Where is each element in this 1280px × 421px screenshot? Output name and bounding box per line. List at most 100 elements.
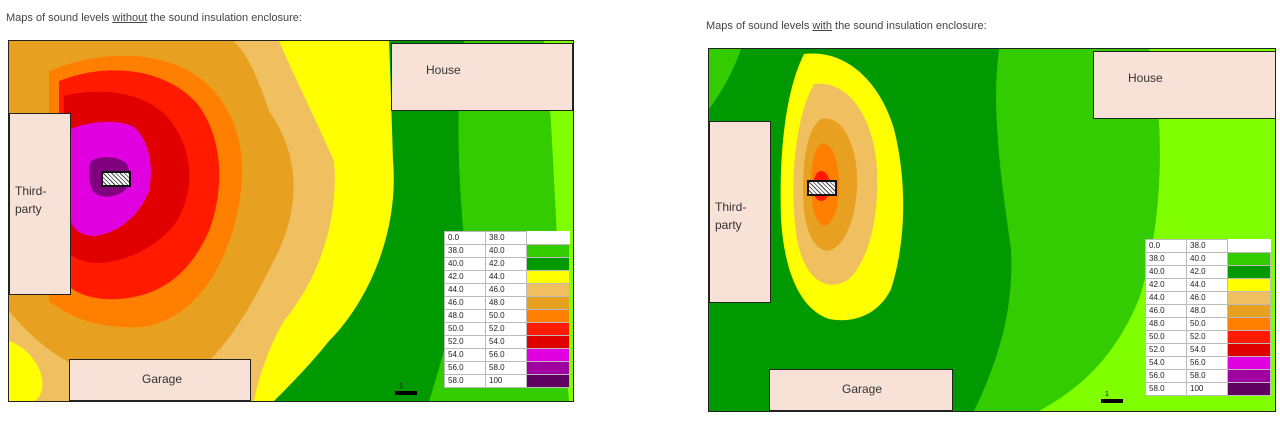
right-caption-emphasis: with	[812, 20, 832, 32]
legend-to-value: 58.0	[485, 361, 527, 375]
legend-from-value: 0.0	[444, 231, 486, 245]
legend-row: 40.0 42.0	[1145, 265, 1271, 279]
legend-color-swatch	[1227, 356, 1271, 370]
noise-source-marker	[807, 180, 837, 196]
legend-to-value: 48.0	[1186, 304, 1228, 318]
sound-level-legend: 0.0 38.0 38.0 40.0 40.0 42.0 42.0 44.0 44.0 46.0 4…	[1145, 239, 1271, 396]
legend-from-value: 38.0	[444, 244, 486, 258]
legend-to-value: 42.0	[1186, 265, 1228, 279]
left-caption-text: Maps of sound levels	[6, 12, 113, 24]
legend-row: 50.0 52.0	[444, 322, 570, 336]
right-zone-44-46-left	[709, 49, 741, 109]
legend-to-value: 56.0	[485, 348, 527, 362]
legend-from-value: 40.0	[1145, 265, 1187, 279]
legend-to-value: 38.0	[485, 231, 527, 245]
legend-to-value: 46.0	[1186, 291, 1228, 305]
left-caption: Maps of sound levels without the sound i…	[6, 12, 302, 24]
sound-level-legend: 0.0 38.0 38.0 40.0 40.0 42.0 42.0 44.0 44.0 46.0 4…	[444, 231, 570, 388]
legend-color-swatch	[1227, 265, 1271, 279]
legend-color-swatch	[1227, 369, 1271, 383]
legend-to-value: 52.0	[485, 322, 527, 336]
legend-row: 50.0 52.0	[1145, 330, 1271, 344]
legend-to-value: 48.0	[485, 296, 527, 310]
legend-to-value: 54.0	[485, 335, 527, 349]
legend-row: 52.0 54.0	[1145, 343, 1271, 357]
legend-from-value: 42.0	[1145, 278, 1187, 292]
legend-row: 42.0 44.0	[444, 270, 570, 284]
scale-label: 1	[399, 383, 403, 390]
legend-color-swatch	[1227, 304, 1271, 318]
legend-from-value: 38.0	[1145, 252, 1187, 266]
legend-from-value: 54.0	[1145, 356, 1187, 370]
legend-to-value: 46.0	[485, 283, 527, 297]
right-caption-text-end: the sound insulation enclosure:	[831, 20, 987, 32]
legend-to-value: 40.0	[485, 244, 527, 258]
legend-to-value: 56.0	[1186, 356, 1228, 370]
garage-label: Garage	[842, 382, 883, 396]
legend-from-value: 52.0	[444, 335, 486, 349]
legend-row: 38.0 40.0	[1145, 252, 1271, 266]
legend-color-swatch	[526, 231, 570, 245]
legend-to-value: 50.0	[1186, 317, 1228, 331]
legend-color-swatch	[526, 244, 570, 258]
legend-color-swatch	[526, 309, 570, 323]
legend-color-swatch	[526, 348, 570, 362]
legend-row: 46.0 48.0	[444, 296, 570, 310]
legend-color-swatch	[1227, 382, 1271, 396]
legend-from-value: 44.0	[444, 283, 486, 297]
legend-from-value: 46.0	[1145, 304, 1187, 318]
legend-color-swatch	[526, 257, 570, 271]
legend-from-value: 58.0	[444, 374, 486, 388]
left-caption-emphasis: without	[112, 12, 148, 24]
legend-to-value: 52.0	[1186, 330, 1228, 344]
legend-from-value: 56.0	[444, 361, 486, 375]
left-zone-lower-yellow-spot	[9, 341, 43, 401]
third-party-label-line1: Third-	[15, 184, 47, 198]
third-party-label-line1: Third-	[715, 200, 747, 214]
legend-row: 56.0 58.0	[1145, 369, 1271, 383]
legend-row: 0.0 38.0	[444, 231, 570, 245]
legend-color-swatch	[1227, 291, 1271, 305]
legend-color-swatch	[526, 270, 570, 284]
legend-row: 54.0 56.0	[444, 348, 570, 362]
legend-from-value: 52.0	[1145, 343, 1187, 357]
legend-to-value: 50.0	[485, 309, 527, 323]
third-party-box: Third- party	[709, 121, 771, 303]
garage-box: Garage	[769, 369, 953, 411]
legend-row: 48.0 50.0	[444, 309, 570, 323]
house-box: House	[391, 43, 573, 111]
right-sound-map: House Third- party Garage 0.0 38.0 38.0 40.…	[708, 48, 1276, 412]
legend-to-value: 40.0	[1186, 252, 1228, 266]
legend-row: 54.0 56.0	[1145, 356, 1271, 370]
legend-from-value: 46.0	[444, 296, 486, 310]
house-label: House	[1128, 71, 1163, 85]
legend-row: 58.0 100	[1145, 382, 1271, 396]
legend-color-swatch	[1227, 343, 1271, 357]
legend-row: 56.0 58.0	[444, 361, 570, 375]
garage-box: Garage	[69, 359, 251, 401]
legend-from-value: 58.0	[1145, 382, 1187, 396]
legend-rows: 0.0 38.0 38.0 40.0 40.0 42.0 42.0 44.0 44.0 46.0 4…	[1145, 239, 1271, 396]
house-box: House	[1093, 51, 1275, 119]
legend-row: 48.0 50.0	[1145, 317, 1271, 331]
legend-from-value: 44.0	[1145, 291, 1187, 305]
legend-color-swatch	[526, 361, 570, 375]
legend-color-swatch	[1227, 239, 1271, 253]
legend-row: 42.0 44.0	[1145, 278, 1271, 292]
legend-row: 38.0 40.0	[444, 244, 570, 258]
right-caption: Maps of sound levels with the sound insu…	[706, 20, 987, 32]
legend-rows: 0.0 38.0 38.0 40.0 40.0 42.0 42.0 44.0 44.0 46.0 4…	[444, 231, 570, 388]
left-contour-plot	[9, 41, 573, 401]
legend-color-swatch	[1227, 252, 1271, 266]
legend-color-swatch	[526, 335, 570, 349]
legend-to-value: 38.0	[1186, 239, 1228, 253]
scale-bar: 1	[1101, 385, 1125, 403]
legend-color-swatch	[526, 374, 570, 388]
legend-from-value: 48.0	[1145, 317, 1187, 331]
legend-to-value: 100	[485, 374, 527, 388]
legend-from-value: 0.0	[1145, 239, 1187, 253]
legend-row: 44.0 46.0	[444, 283, 570, 297]
legend-from-value: 56.0	[1145, 369, 1187, 383]
legend-row: 52.0 54.0	[444, 335, 570, 349]
legend-color-swatch	[1227, 330, 1271, 344]
